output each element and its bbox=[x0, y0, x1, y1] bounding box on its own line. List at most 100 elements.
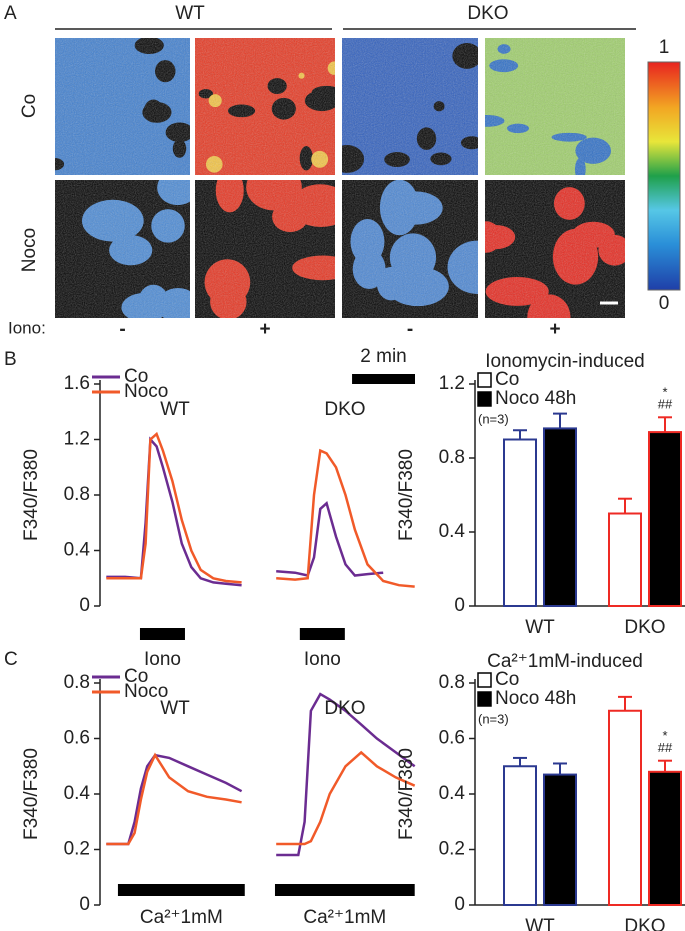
y-tick-label: 0.8 bbox=[64, 484, 90, 505]
y-tick-label: 0.2 bbox=[439, 839, 465, 860]
group-title: WT bbox=[160, 399, 190, 420]
colorbar-tick-label: 0 bbox=[659, 293, 670, 314]
trace bbox=[106, 750, 416, 846]
stimulus-label: Iono bbox=[144, 649, 181, 670]
legend-label: Co bbox=[495, 369, 519, 390]
y-tick-label: 1.6 bbox=[64, 373, 90, 394]
y-tick-label: 0.2 bbox=[64, 839, 90, 860]
stimulus-bar bbox=[299, 628, 345, 640]
iono-label: Iono: bbox=[8, 318, 46, 337]
bar bbox=[648, 431, 682, 607]
trace bbox=[106, 431, 415, 588]
x-tick-label: DKO bbox=[624, 617, 665, 638]
n-note: (n=3) bbox=[478, 411, 509, 426]
texture bbox=[342, 38, 478, 175]
micrograph-content bbox=[342, 38, 478, 175]
micrograph-content bbox=[342, 180, 478, 318]
bar bbox=[503, 765, 537, 906]
bar bbox=[648, 770, 682, 906]
stimulus-label: Ca²⁺1mM bbox=[140, 907, 223, 928]
bar bbox=[608, 709, 642, 906]
group-title: WT bbox=[160, 698, 190, 719]
legend-label: Co bbox=[124, 366, 148, 387]
y-tick-label: 1.2 bbox=[439, 373, 465, 394]
y-tick-label: 0 bbox=[454, 595, 465, 616]
micrograph-content bbox=[55, 180, 190, 318]
micrograph bbox=[55, 38, 190, 175]
y-tick-label: 0.4 bbox=[64, 540, 91, 561]
micrograph-content bbox=[195, 180, 335, 318]
colorbar-tick-label: 1 bbox=[659, 37, 670, 58]
y-tick-label: 0 bbox=[454, 894, 465, 915]
scale-bar-label: 2 min bbox=[360, 346, 406, 367]
texture bbox=[485, 180, 625, 318]
micrograph-content bbox=[485, 180, 625, 318]
texture bbox=[55, 180, 190, 318]
micrographs bbox=[55, 38, 625, 318]
y-tick-label: 0.4 bbox=[439, 521, 466, 542]
y-tick-label: 0.6 bbox=[64, 728, 90, 749]
legend-label: Noco bbox=[124, 681, 168, 702]
iono-sign: + bbox=[259, 319, 270, 340]
y-tick-label: 0.8 bbox=[439, 672, 465, 693]
iono-sign: - bbox=[119, 319, 125, 340]
panel-label: B bbox=[4, 349, 17, 370]
micrograph bbox=[485, 38, 625, 175]
y-axis-label: F340/F380 bbox=[21, 748, 42, 840]
micrograph bbox=[342, 38, 478, 175]
n-note: (n=3) bbox=[478, 711, 509, 726]
y-tick-label: 0.6 bbox=[439, 728, 465, 749]
legend-label: Noco 48h bbox=[495, 388, 576, 409]
micrograph-content bbox=[195, 38, 335, 175]
iono-sign: + bbox=[549, 319, 560, 340]
row-label: Co bbox=[19, 94, 40, 118]
chart-title: Ca²⁺1mM-induced bbox=[487, 651, 643, 672]
y-axis-label: F340/F380 bbox=[396, 449, 417, 541]
stimulus-bar bbox=[274, 884, 415, 896]
stimulus-label: Iono bbox=[304, 649, 341, 670]
significance: ## bbox=[658, 397, 673, 412]
texture bbox=[55, 38, 190, 175]
group-label: DKO bbox=[467, 3, 508, 24]
legend-swatch bbox=[477, 391, 492, 407]
y-tick-label: 0.4 bbox=[439, 783, 466, 804]
micrograph bbox=[55, 180, 190, 318]
stimulus-bar bbox=[139, 628, 185, 640]
micrograph bbox=[195, 38, 335, 175]
y-tick-label: 0 bbox=[79, 595, 90, 616]
group-title: DKO bbox=[324, 698, 365, 719]
stimulus-label: Ca²⁺1mM bbox=[303, 907, 386, 928]
panel-label: A bbox=[4, 3, 17, 24]
legend-swatch bbox=[477, 372, 492, 388]
micrograph bbox=[342, 180, 478, 318]
group-title: DKO bbox=[324, 399, 365, 420]
iono-sign: - bbox=[407, 319, 413, 340]
x-tick-label: WT bbox=[525, 916, 555, 931]
colorbar bbox=[647, 61, 681, 291]
y-tick-label: 0.8 bbox=[439, 447, 465, 468]
legend-label: Noco bbox=[124, 381, 168, 402]
significance: ## bbox=[658, 740, 673, 755]
texture bbox=[195, 180, 335, 318]
micrograph bbox=[195, 180, 335, 318]
chart-title: Ionomycin-induced bbox=[485, 351, 644, 372]
texture bbox=[485, 38, 625, 175]
texture bbox=[195, 38, 335, 175]
y-tick-label: 0 bbox=[79, 894, 90, 915]
legend-label: Co bbox=[124, 666, 148, 687]
legend-label: Co bbox=[495, 669, 519, 690]
row-label: Noco bbox=[19, 228, 40, 272]
bar bbox=[503, 438, 537, 607]
stimulus-bar bbox=[117, 884, 245, 896]
bar bbox=[543, 773, 577, 907]
micrograph-content bbox=[55, 38, 190, 175]
bar bbox=[608, 512, 642, 607]
texture bbox=[342, 180, 478, 318]
panel-label: C bbox=[4, 649, 18, 670]
micrograph-content bbox=[485, 38, 625, 175]
micrograph bbox=[485, 180, 625, 318]
significance: * bbox=[662, 728, 667, 743]
y-axis-label: F340/F380 bbox=[21, 449, 42, 541]
